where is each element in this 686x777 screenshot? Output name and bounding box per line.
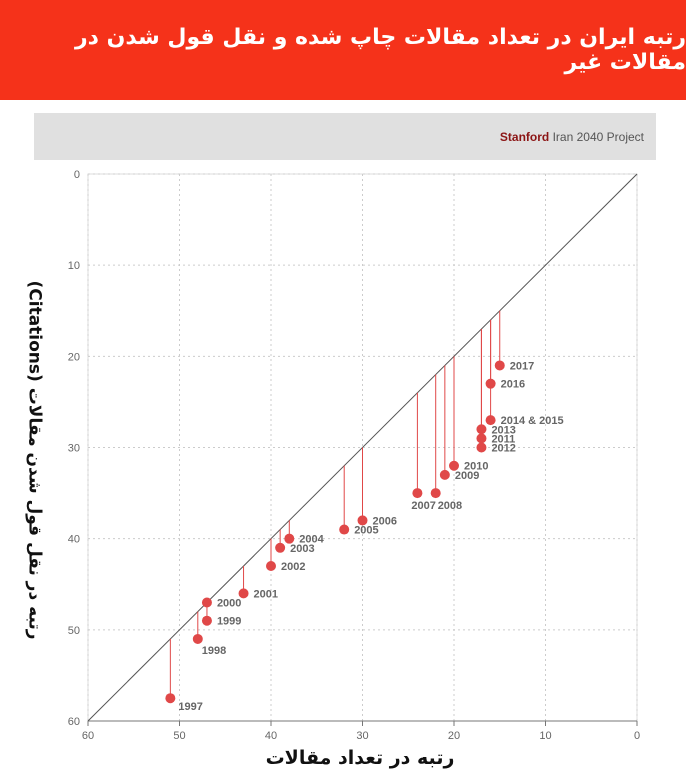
- point-label: 1997: [178, 701, 202, 713]
- data-point: [266, 561, 276, 572]
- point-label: 2016: [501, 379, 525, 391]
- x-tick-label: 40: [265, 730, 277, 742]
- x-tick-label: 50: [173, 730, 185, 742]
- data-point: [284, 533, 295, 544]
- point-label: 2006: [373, 515, 397, 527]
- credit-project: Iran 2040 Project: [549, 129, 644, 144]
- point-label: 2014 & 2015: [501, 415, 564, 427]
- data-point: [238, 588, 249, 599]
- data-point: [476, 442, 487, 453]
- point-label: 2013: [491, 424, 515, 436]
- data-point: [476, 433, 487, 444]
- data-point: [412, 488, 423, 499]
- point-label: 1998: [202, 645, 226, 657]
- x-tick-label: 60: [82, 730, 94, 742]
- point-label: 2004: [299, 534, 324, 546]
- point-label: 2010: [464, 461, 488, 473]
- data-point: [339, 524, 350, 535]
- y-tick-label: 0: [74, 169, 80, 181]
- y-axis-label: رتبه در نقل قول شدن مقالات (Citations): [25, 280, 45, 640]
- data-point: [494, 360, 505, 371]
- data-point: [449, 460, 459, 471]
- y-tick-label: 60: [68, 716, 80, 728]
- y-tick-label: 50: [68, 625, 80, 637]
- data-point: [485, 378, 496, 389]
- x-tick-label: 30: [356, 730, 368, 742]
- x-axis-label: رتبه در تعداد مقالات: [265, 747, 455, 769]
- point-label: 2005: [354, 525, 378, 537]
- data-point: [357, 515, 368, 526]
- data-point: [275, 542, 286, 553]
- x-tick-label: 10: [539, 730, 551, 742]
- y-tick-label: 10: [68, 260, 80, 272]
- credit-banner: Stanford Iran 2040 Project: [34, 113, 656, 160]
- credit-text: Stanford Iran 2040 Project: [500, 130, 644, 144]
- x-tick-label: 0: [634, 730, 640, 742]
- data-point: [439, 469, 450, 480]
- data-point: [201, 615, 212, 626]
- y-tick-label: 20: [68, 351, 80, 363]
- point-label: 2011: [491, 433, 515, 445]
- data-point: [192, 633, 203, 644]
- point-label: 1999: [217, 616, 241, 628]
- x-tick-label: 20: [448, 730, 460, 742]
- data-point: [201, 597, 212, 608]
- y-tick-label: 40: [68, 534, 80, 546]
- data-point: [430, 488, 441, 499]
- credit-brand: Stanford: [499, 129, 550, 144]
- data-point: [485, 415, 496, 426]
- point-label: 2002: [281, 561, 305, 573]
- point-label: 2007: [411, 500, 435, 512]
- header-bar: رتبه ایران در تعداد مقالات چاپ شده و نقل…: [0, 0, 686, 100]
- point-label: 2003: [290, 543, 314, 555]
- point-label: 2017: [510, 360, 534, 372]
- point-label: 2008: [438, 500, 462, 512]
- data-point: [476, 424, 487, 435]
- point-label: 2000: [217, 597, 241, 609]
- data-point: [165, 693, 176, 704]
- point-label: 2009: [455, 470, 479, 482]
- y-tick-label: 30: [68, 443, 80, 455]
- page-title: رتبه ایران در تعداد مقالات چاپ شده و نقل…: [74, 25, 686, 75]
- point-label: 2012: [491, 443, 515, 455]
- point-label: 2001: [254, 588, 278, 600]
